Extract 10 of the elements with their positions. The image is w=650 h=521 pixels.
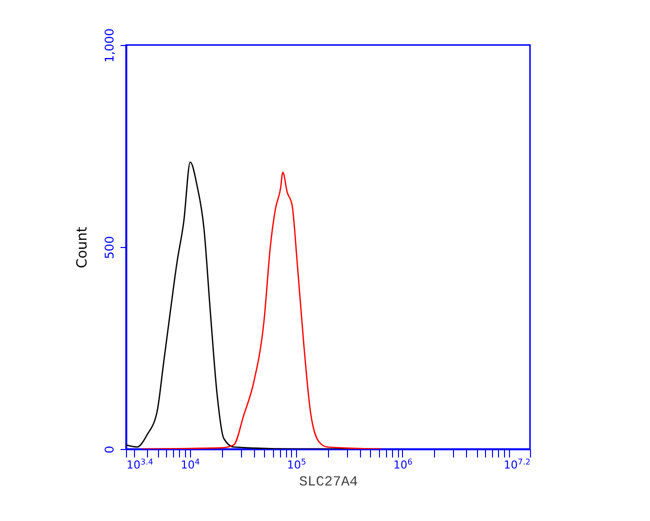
x-tick-label: 10$^{7.2}$ xyxy=(504,457,530,472)
x-axis-title: SLC27A4 xyxy=(299,474,358,490)
x-tick-label: 10$^{6}$ xyxy=(393,457,412,472)
x-tick-label: 10$^{5}$ xyxy=(287,457,306,472)
x-tick-label: 10$^{4}$ xyxy=(180,457,200,472)
y-tick-label: 500 xyxy=(102,236,116,259)
y-axis-title: Count xyxy=(74,226,90,268)
y-tick-label: 1,000 xyxy=(102,28,116,63)
x-tick-label: 10$^{3.4}$ xyxy=(126,457,154,472)
y-tick-label: 0 xyxy=(102,446,116,454)
